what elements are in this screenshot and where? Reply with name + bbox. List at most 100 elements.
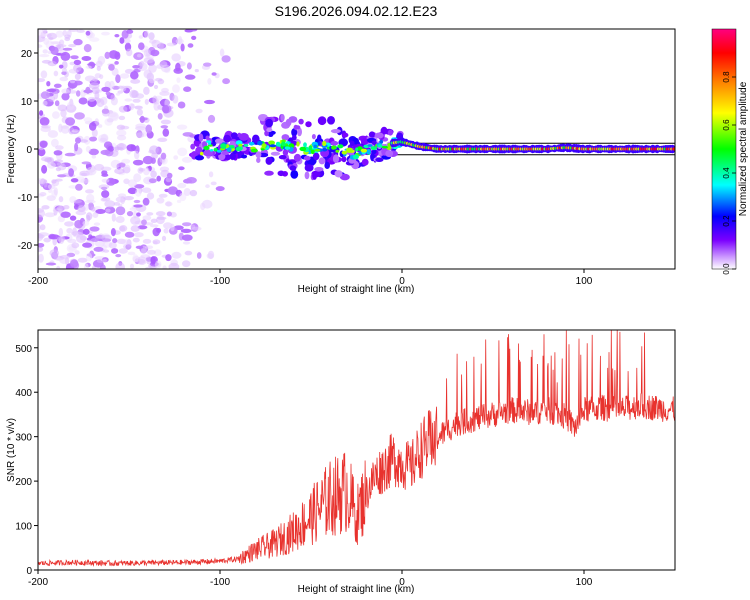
spectrogram-noise-cell bbox=[116, 92, 121, 96]
spectrogram-signal-cell bbox=[257, 140, 263, 146]
spectrogram-noise-cell bbox=[114, 61, 119, 65]
spectrogram-noise-cell bbox=[98, 184, 110, 190]
spectrogram-noise-cell bbox=[136, 108, 143, 116]
spectrogram-noise-cell bbox=[70, 259, 79, 268]
spectrogram-noise-cell bbox=[61, 88, 70, 94]
spectrogram-signal-cell bbox=[289, 165, 297, 171]
spectrogram-noise-cell bbox=[39, 192, 47, 197]
spectrogram-noise-cell bbox=[115, 254, 122, 258]
spectrogram-noise-cell bbox=[89, 226, 100, 232]
spectrogram-noise-cell bbox=[57, 174, 67, 178]
spectrogram-noise-cell bbox=[44, 212, 56, 218]
spectrogram-noise-cell bbox=[84, 75, 96, 82]
spectrogram-noise-cell bbox=[56, 265, 61, 269]
spectrogram-noise-cell bbox=[103, 249, 110, 253]
spectrogram-noise-cell bbox=[52, 208, 63, 213]
spectrogram-noise-cell bbox=[39, 54, 50, 58]
spectrogram-noise-cell bbox=[68, 44, 77, 48]
colorbar-tick-label: 0.4 bbox=[722, 167, 731, 179]
spectrogram-signal-cell bbox=[190, 143, 196, 150]
spectrogram-noise-cell bbox=[52, 111, 60, 119]
spectrogram-signal-cell bbox=[304, 164, 314, 172]
spectrogram-noise-cell bbox=[108, 50, 119, 59]
spectrogram-noise-cell bbox=[119, 37, 125, 44]
spectrogram-noise-cell bbox=[118, 248, 128, 254]
snr-xlabel: Height of straight line (km) bbox=[298, 584, 415, 595]
spectrogram-noise-cell bbox=[100, 149, 111, 156]
spectrogram-signal-cell bbox=[241, 154, 248, 159]
spectrogram-noise-cell bbox=[166, 211, 172, 217]
spectrogram-noise-cell bbox=[137, 62, 148, 72]
spectrogram-noise-cell bbox=[84, 199, 96, 204]
spectrogram-noise-cell bbox=[89, 32, 95, 38]
spectrogram-noise-cell bbox=[140, 254, 150, 259]
spectrogram-noise-cell bbox=[61, 125, 70, 134]
spectrogram-ytick-label: 20 bbox=[21, 49, 33, 60]
spectrogram-noise-cell bbox=[141, 219, 147, 226]
spectrogram-noise-cell bbox=[82, 242, 93, 248]
spectrogram-noise-cell bbox=[129, 89, 138, 99]
spectrogram-signal-cell bbox=[341, 150, 348, 155]
spectrogram-noise-cell bbox=[80, 178, 90, 184]
spectrogram-marks bbox=[38, 29, 675, 269]
spectrogram-noise-cell bbox=[179, 192, 187, 202]
spectrogram-noise-cell bbox=[60, 211, 71, 218]
spectrogram-signal-cell bbox=[312, 152, 320, 161]
spectrogram-noise-cell bbox=[140, 249, 147, 254]
spectrogram-noise-cell bbox=[130, 216, 141, 225]
spectrogram-noise-cell bbox=[156, 216, 167, 220]
spectrogram-noise-cell bbox=[143, 86, 150, 95]
spectrogram-signal-cell bbox=[198, 133, 204, 142]
spectrogram-noise-cell bbox=[190, 224, 196, 230]
spectrogram-noise-cell bbox=[118, 203, 123, 207]
spectrogram-noise-cell bbox=[136, 132, 145, 139]
spectrogram-xtick-label: -200 bbox=[28, 276, 48, 287]
colorbar-tick-label: 0.2 bbox=[722, 215, 731, 227]
spectrogram-noise-cell bbox=[38, 243, 45, 248]
spectrogram-noise-cell bbox=[114, 34, 120, 38]
spectrogram-ridge-core bbox=[672, 147, 675, 151]
spectrogram-signal-cell bbox=[238, 143, 243, 147]
spectrogram-noise-cell bbox=[55, 178, 63, 182]
spectrogram-noise-cell bbox=[161, 87, 169, 93]
spectrogram-noise-cell bbox=[160, 125, 169, 129]
snr-xtick-label: -100 bbox=[210, 577, 230, 588]
spectrogram-noise-cell bbox=[149, 224, 159, 228]
snr-marks bbox=[38, 330, 675, 567]
spectrogram-noise-cell bbox=[85, 252, 93, 262]
spectrogram-noise-cell bbox=[51, 179, 57, 184]
spectrogram-noise-cell bbox=[146, 249, 156, 255]
spectrogram-noise-cell bbox=[155, 260, 162, 269]
spectrogram-noise-cell bbox=[163, 228, 169, 234]
spectrogram-signal-cell bbox=[371, 140, 377, 146]
spectrogram-noise-cell bbox=[64, 152, 76, 157]
spectrogram-noise-cell bbox=[160, 119, 171, 125]
spectrogram-noise-cell bbox=[153, 84, 159, 90]
spectrogram-noise-cell bbox=[185, 177, 197, 184]
spectrogram-noise-cell bbox=[222, 78, 231, 85]
spectrogram-noise-cell bbox=[134, 184, 145, 189]
spectrogram-signal-cell bbox=[268, 132, 274, 137]
spectrogram-noise-cell bbox=[127, 251, 136, 256]
spectrogram-noise-cell bbox=[150, 170, 157, 178]
spectrogram-noise-cell bbox=[135, 93, 145, 99]
spectrogram-noise-cell bbox=[167, 186, 178, 195]
spectrogram-signal-cell bbox=[327, 116, 335, 125]
spectrogram-noise-cell bbox=[134, 150, 140, 160]
spectrogram-noise-cell bbox=[215, 186, 225, 192]
spectrogram-xtick-label: 0 bbox=[399, 276, 405, 287]
spectrogram-noise-cell bbox=[138, 35, 144, 39]
spectrogram-noise-cell bbox=[221, 55, 231, 63]
spectrogram-signal-cell bbox=[290, 170, 299, 179]
spectrogram-noise-cell bbox=[120, 196, 126, 205]
spectrogram-noise-cell bbox=[56, 162, 65, 167]
snr-x-ticks: -200 -100 0 100 bbox=[28, 570, 593, 588]
spectrogram-signal-cell bbox=[317, 134, 322, 142]
spectrogram-noise-cell bbox=[157, 113, 163, 120]
spectrogram-noise-cell bbox=[142, 238, 152, 244]
spectrogram-noise-cell bbox=[38, 148, 46, 157]
spectrogram-noise-cell bbox=[135, 123, 147, 129]
spectrogram-signal-cell bbox=[281, 141, 286, 147]
spectrogram-signal-cell bbox=[282, 149, 289, 156]
spectrogram-noise-cell bbox=[173, 155, 179, 160]
